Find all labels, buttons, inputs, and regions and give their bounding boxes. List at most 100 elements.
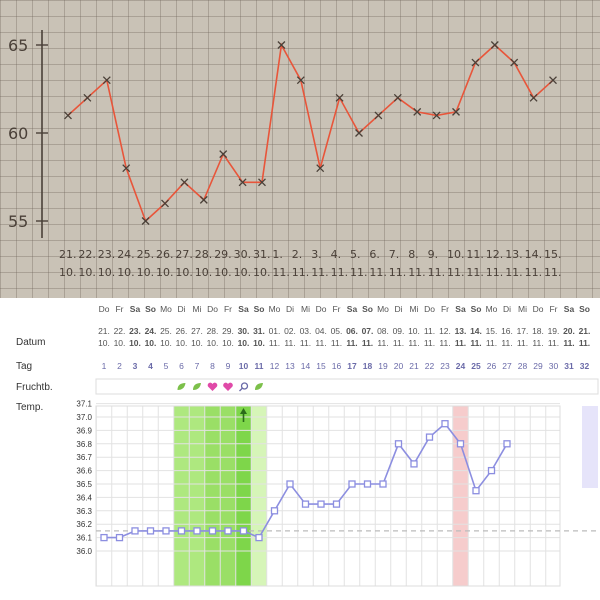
cycle-day-label: 23 xyxy=(440,361,450,371)
weekday-label: So xyxy=(145,304,156,314)
row-label-temp: Temp. xyxy=(16,402,44,413)
weekday-label: Fr xyxy=(441,304,449,314)
paper-data-point xyxy=(83,93,92,102)
temperature-point xyxy=(441,420,449,428)
date-month-label: 11. xyxy=(439,338,450,348)
date-month-label: 11. xyxy=(486,338,497,348)
cycle-day-label: 9 xyxy=(226,361,231,371)
leaf-icon xyxy=(193,383,201,390)
cycle-day-label: 21 xyxy=(409,361,419,371)
temperature-point xyxy=(208,527,217,535)
paper-data-point xyxy=(141,217,150,225)
temperature-line xyxy=(104,422,508,539)
temperature-point xyxy=(425,433,434,441)
weekday-label: Di xyxy=(177,304,185,314)
date-month-label: 11. xyxy=(579,338,590,348)
temperature-point xyxy=(487,466,496,475)
leaf-icon xyxy=(255,383,263,390)
paper-data-point xyxy=(64,111,72,120)
weekday-label: So xyxy=(471,304,482,314)
date-month-label: 10. xyxy=(222,338,234,348)
weekday-label: Mo xyxy=(486,304,498,314)
paper-data-point xyxy=(335,93,344,102)
date-day-label: 13. xyxy=(455,326,467,336)
temp-tick-label: 36.3 xyxy=(76,507,92,516)
date-day-label: 18. xyxy=(532,326,544,336)
temperature-point xyxy=(472,487,480,495)
temperature-point xyxy=(394,440,403,448)
date-month-label: 10. xyxy=(98,338,110,348)
paper-x-month-label: 10. xyxy=(156,266,174,279)
date-day-label: 14. xyxy=(470,326,482,336)
weekday-label: Do xyxy=(533,304,544,314)
cycle-day-label: 22 xyxy=(425,361,435,371)
fertility-row xyxy=(95,378,599,395)
row-label-fertility: Fruchtb. xyxy=(16,382,53,393)
weekday-label: Fr xyxy=(332,304,340,314)
date-month-label: 11. xyxy=(331,338,342,348)
cycle-day-label: 16 xyxy=(332,361,342,371)
date-day-label: 27. xyxy=(191,326,203,336)
paper-x-day-label: 2. xyxy=(292,248,303,261)
paper-x-month-label: 10. xyxy=(137,266,155,279)
paper-y-tick-label: 55 xyxy=(8,212,28,231)
date-month-label: 11. xyxy=(269,338,280,348)
paper-x-month-label: 10. xyxy=(59,266,77,279)
date-day-label: 21. xyxy=(579,326,591,336)
cycle-day-label: 29 xyxy=(533,361,543,371)
weekday-label: Sa xyxy=(130,304,141,314)
paper-x-day-label: 29. xyxy=(214,248,232,261)
date-month-label: 11. xyxy=(408,338,419,348)
paper-x-day-label: 12. xyxy=(486,248,504,261)
temperature-point xyxy=(239,527,248,535)
cycle-day-label: 18 xyxy=(363,361,373,371)
date-day-label: 24. xyxy=(145,326,157,336)
cycle-day-label: 26 xyxy=(487,361,497,371)
paper-y-tick-label: 65 xyxy=(8,36,28,55)
date-month-label: 10. xyxy=(145,338,157,348)
temperature-point xyxy=(503,440,511,448)
cycle-day-label: 24 xyxy=(456,361,466,371)
date-day-label: 28. xyxy=(207,326,219,336)
weekday-label: Di xyxy=(394,304,402,314)
temperature-plot-frame xyxy=(95,405,561,587)
date-month-label: 11. xyxy=(315,338,326,348)
paper-x-month-label: 10. xyxy=(78,266,96,279)
date-month-label: 11. xyxy=(470,338,481,348)
temp-tick-label: 36.0 xyxy=(76,547,92,556)
paper-data-point xyxy=(219,150,228,159)
paper-x-day-label: 25. xyxy=(137,248,155,261)
temperature-point xyxy=(255,533,263,542)
cycle-day-label: 8 xyxy=(210,361,215,371)
paper-data-point xyxy=(161,199,169,208)
search-icon xyxy=(239,382,249,392)
paper-chart-photo: 55 60 65 21. 10. 22. 10. 23. 10. 24. 10. 25. 10. 26.… xyxy=(0,0,600,298)
weekday-label: Do xyxy=(316,304,327,314)
paper-x-day-label: 9. xyxy=(428,248,439,261)
paper-x-day-label: 30. xyxy=(234,248,252,261)
weekday-label: Mo xyxy=(377,304,389,314)
paper-x-day-label: 10. xyxy=(447,248,465,261)
date-month-label: 11. xyxy=(548,338,559,348)
paper-data-point xyxy=(355,129,363,137)
date-day-label: 25. xyxy=(160,326,172,336)
temperature-point xyxy=(115,533,124,542)
paper-data-point xyxy=(180,178,189,187)
temp-tick-label: 36.5 xyxy=(76,480,92,489)
ovulation-day-band xyxy=(235,406,252,586)
date-month-label: 11. xyxy=(284,338,295,348)
weekday-label: Sa xyxy=(564,304,575,314)
heart-icon xyxy=(207,382,218,391)
date-day-label: 08. xyxy=(377,326,389,336)
paper-data-point xyxy=(452,107,460,116)
weekday-label: Sa xyxy=(238,304,249,314)
cycle-day-label: 4 xyxy=(148,361,153,371)
paper-data-point xyxy=(296,76,305,85)
paper-x-month-label: 10. xyxy=(253,266,271,279)
date-day-label: 22. xyxy=(114,326,126,336)
paper-x-month-label: 10. xyxy=(214,266,232,279)
date-month-label: 11. xyxy=(501,338,512,348)
paper-x-month-label: 10. xyxy=(175,266,193,279)
paper-x-month-label: 10. xyxy=(117,266,135,279)
weekday-label: So xyxy=(579,304,590,314)
